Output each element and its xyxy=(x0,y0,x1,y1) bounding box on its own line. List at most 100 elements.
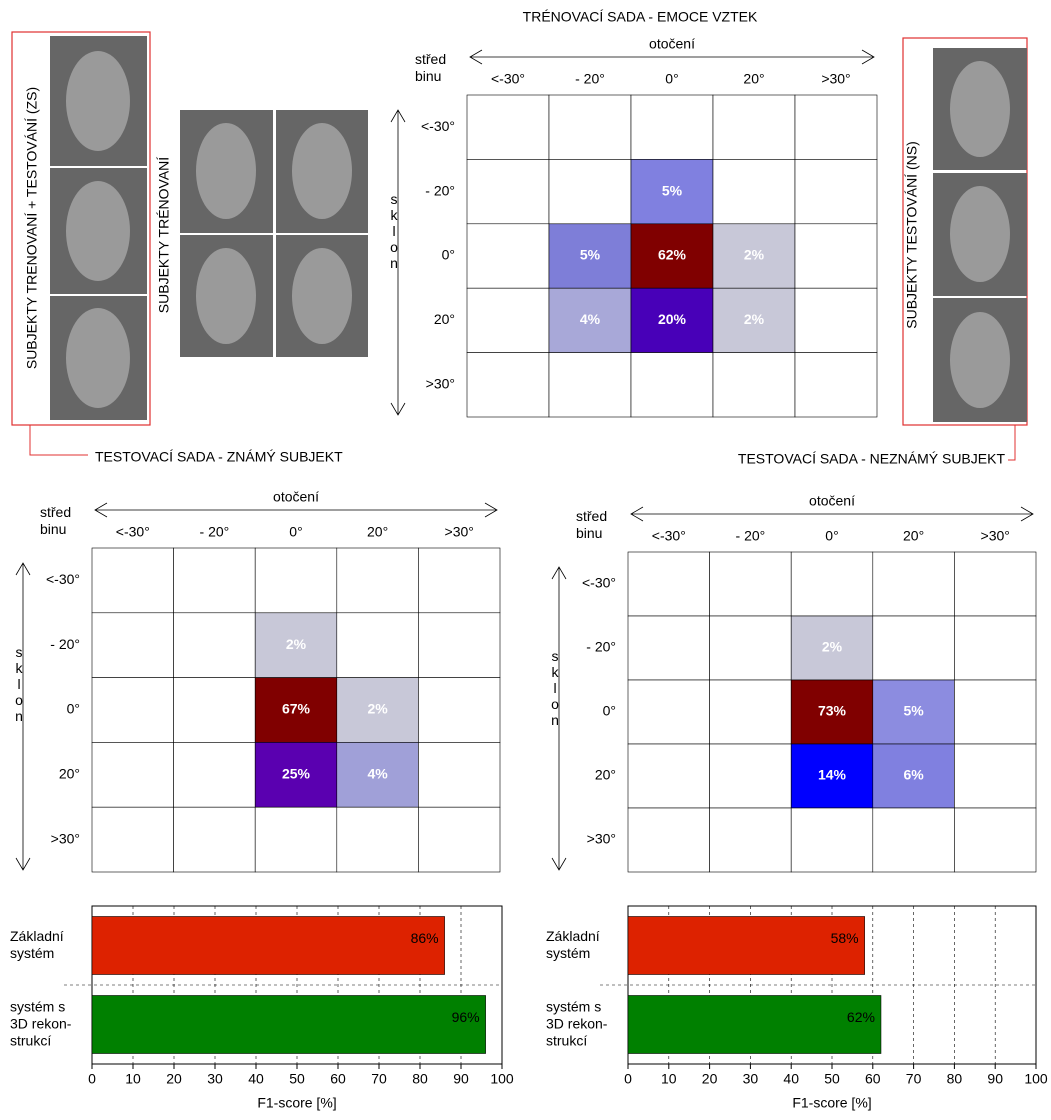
x-tick-label: <-30° xyxy=(116,524,150,540)
value-label: 2% xyxy=(367,701,388,717)
corner-label: středbinu xyxy=(576,508,607,541)
x-tick-label: 80 xyxy=(412,1071,428,1087)
y-tick-label: >30° xyxy=(426,376,455,392)
value-label: 58% xyxy=(831,930,859,946)
value-label: 4% xyxy=(580,311,601,327)
x-tick-label: 30 xyxy=(207,1071,223,1087)
empty-cell xyxy=(467,353,549,417)
value-label: 86% xyxy=(411,930,439,946)
empty-cell xyxy=(255,807,337,872)
x-tick-label: 70 xyxy=(371,1071,387,1087)
x-axis-label: otočení xyxy=(809,493,855,509)
value-label: 2% xyxy=(822,639,843,655)
empty-cell xyxy=(713,159,795,223)
connector xyxy=(30,425,88,455)
value-label: 5% xyxy=(662,182,683,198)
x-tick-label: >30° xyxy=(981,528,1010,544)
empty-cell xyxy=(631,95,713,159)
x-tick-label: 100 xyxy=(1024,1071,1048,1087)
x-tick-label: >30° xyxy=(821,71,850,87)
y-tick-label: <-30° xyxy=(46,571,80,587)
y-tick-label: <-30° xyxy=(582,575,616,591)
x-tick-label: <-30° xyxy=(652,528,686,544)
y-tick-label: 20° xyxy=(59,766,80,782)
empty-cell xyxy=(467,159,549,223)
x-tick-label: 0° xyxy=(825,528,838,544)
empty-cell xyxy=(174,807,256,872)
y-tick-label: - 20° xyxy=(586,639,616,655)
y-axis-label: sklon xyxy=(390,191,398,271)
empty-cell xyxy=(92,548,174,613)
x-tick-label: 50 xyxy=(824,1071,840,1087)
category-label: Základnísystém xyxy=(546,928,600,961)
value-label: 2% xyxy=(744,311,765,327)
empty-cell xyxy=(467,95,549,159)
empty-cell xyxy=(954,552,1036,616)
empty-cell xyxy=(628,680,710,744)
x-tick-label: 10 xyxy=(661,1071,677,1087)
empty-cell xyxy=(954,616,1036,680)
empty-cell xyxy=(418,807,500,872)
empty-cell xyxy=(628,552,710,616)
figure: SUBJEKTY TRENOVANÍ + TESTOVÁNÍ (ZS) SUBJ… xyxy=(0,0,1051,1120)
empty-cell xyxy=(795,224,877,288)
x-tick-label: 0° xyxy=(665,71,678,87)
x-tick-label: 20° xyxy=(903,528,924,544)
y-tick-label: 0° xyxy=(67,701,80,717)
bar xyxy=(628,996,881,1054)
corner-label: středbinu xyxy=(415,51,446,84)
x-axis-label: F1-score [%] xyxy=(792,1095,871,1111)
empty-cell xyxy=(954,808,1036,872)
x-tick-label: - 20° xyxy=(736,528,766,544)
x-tick-label: 20 xyxy=(702,1071,718,1087)
value-label: 4% xyxy=(367,766,388,782)
axis-arrow xyxy=(470,50,874,64)
chart-title: TRÉNOVACÍ SADA - EMOCE VZTEK xyxy=(523,9,758,25)
empty-cell xyxy=(337,613,419,678)
empty-cell xyxy=(795,288,877,352)
empty-cell xyxy=(337,548,419,613)
y-axis-label: sklon xyxy=(15,644,23,724)
x-tick-label: 70 xyxy=(906,1071,922,1087)
empty-cell xyxy=(628,616,710,680)
x-tick-label: 50 xyxy=(289,1071,305,1087)
empty-cell xyxy=(467,288,549,352)
x-tick-label: 60 xyxy=(330,1071,346,1087)
empty-cell xyxy=(467,224,549,288)
y-tick-label: 20° xyxy=(434,311,455,327)
empty-cell xyxy=(549,353,631,417)
photo-group-label: SUBJEKTY TRENOVANÍ + TESTOVÁNÍ (ZS) xyxy=(24,87,40,369)
empty-cell xyxy=(174,678,256,743)
y-tick-label: >30° xyxy=(587,831,616,847)
x-tick-label: 20° xyxy=(743,71,764,87)
x-axis-label: otočení xyxy=(273,489,319,505)
x-tick-label: 10 xyxy=(125,1071,141,1087)
x-tick-label: >30° xyxy=(445,524,474,540)
y-tick-label: - 20° xyxy=(425,182,455,198)
value-label: 2% xyxy=(744,247,765,263)
empty-cell xyxy=(418,742,500,807)
y-tick-label: >30° xyxy=(51,830,80,846)
empty-cell xyxy=(549,95,631,159)
category-label: systém s3D rekon-strukcí xyxy=(10,998,72,1048)
axis-arrow xyxy=(95,503,497,517)
empty-cell xyxy=(418,613,500,678)
empty-cell xyxy=(628,808,710,872)
x-tick-label: <-30° xyxy=(491,71,525,87)
y-tick-label: 0° xyxy=(442,247,455,263)
empty-cell xyxy=(92,807,174,872)
empty-cell xyxy=(795,159,877,223)
value-label: 73% xyxy=(818,703,847,719)
bar xyxy=(628,917,865,975)
bar xyxy=(92,917,445,975)
empty-cell xyxy=(549,159,631,223)
value-label: 14% xyxy=(818,767,847,783)
empty-cell xyxy=(174,742,256,807)
empty-cell xyxy=(713,95,795,159)
x-tick-label: 90 xyxy=(453,1071,469,1087)
photo-group-label: SUBJEKTY TESTOVÁNÍ (NS) xyxy=(904,141,920,329)
value-label: 67% xyxy=(282,701,311,717)
x-tick-label: - 20° xyxy=(200,524,230,540)
y-tick-label: 0° xyxy=(603,703,616,719)
value-label: 25% xyxy=(282,766,311,782)
